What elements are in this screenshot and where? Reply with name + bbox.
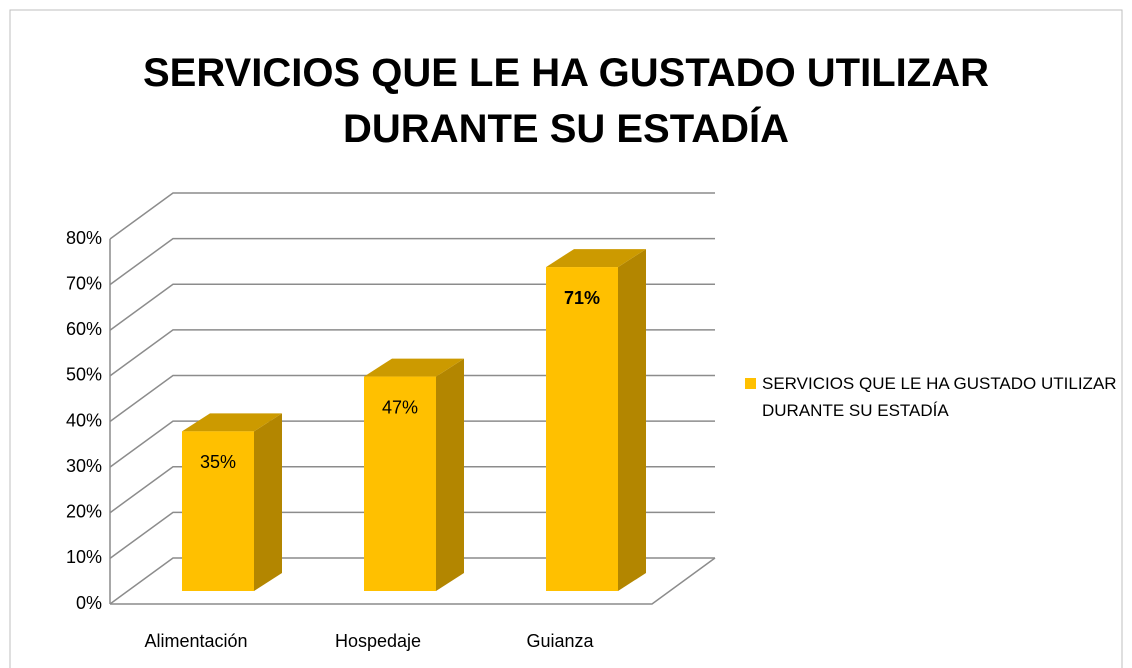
grid-line bbox=[109, 329, 715, 377]
floor-edge bbox=[110, 557, 716, 605]
x-tick-label: Alimentación bbox=[144, 631, 247, 651]
bar-side bbox=[618, 249, 646, 591]
bar bbox=[546, 249, 646, 591]
bar-side bbox=[436, 358, 464, 591]
y-tick-label: 70% bbox=[66, 273, 102, 293]
bars: 35% 47% 71% bbox=[182, 249, 646, 591]
x-tick-label: Hospedaje bbox=[335, 631, 421, 651]
bar-front bbox=[546, 267, 618, 591]
grid-line bbox=[109, 420, 715, 468]
legend-box: SERVICIOS QUE LE HA GUSTADO UTILIZAR DUR… bbox=[762, 374, 1117, 420]
grid-line bbox=[109, 374, 715, 423]
y-tick-label: 0% bbox=[76, 593, 102, 613]
grid: 0% 10% 20% 30% 40% 50% 60% 70% 80% Alimentación Ho… bbox=[66, 192, 716, 651]
bar-top bbox=[182, 413, 282, 432]
bar-front bbox=[182, 431, 254, 591]
y-tick-label: 10% bbox=[66, 547, 102, 567]
bar bbox=[364, 358, 464, 591]
grid-line bbox=[109, 511, 715, 559]
bar-top bbox=[546, 249, 646, 268]
bar-side bbox=[254, 413, 282, 591]
grid-line bbox=[109, 237, 715, 286]
grid-line bbox=[109, 192, 715, 240]
data-label: 47% bbox=[382, 397, 418, 417]
y-tick-label: 30% bbox=[66, 456, 102, 476]
chart-title: SERVICIOS QUE LE HA GUSTADO UTILIZAR DUR… bbox=[143, 51, 989, 151]
grid-line bbox=[109, 466, 715, 514]
grid-line bbox=[109, 283, 715, 331]
bar-front bbox=[364, 376, 436, 591]
y-tick-label: 40% bbox=[66, 410, 102, 430]
y-tick-label: 80% bbox=[66, 228, 102, 248]
y-tick-label: 60% bbox=[66, 319, 102, 339]
title-box: SERVICIOS QUE LE HA GUSTADO UTILIZAR DUR… bbox=[143, 51, 989, 151]
legend-swatch bbox=[745, 378, 756, 389]
y-tick-label: 50% bbox=[66, 365, 102, 385]
y-tick-label: 20% bbox=[66, 502, 102, 522]
x-tick-label: Guianza bbox=[526, 631, 594, 651]
data-label: 35% bbox=[200, 452, 236, 472]
legend-label: SERVICIOS QUE LE HA GUSTADO UTILIZAR DUR… bbox=[762, 374, 1117, 420]
bar bbox=[182, 413, 282, 591]
bar-top bbox=[364, 358, 464, 377]
data-label: 71% bbox=[564, 288, 600, 308]
grid-line bbox=[109, 557, 715, 605]
